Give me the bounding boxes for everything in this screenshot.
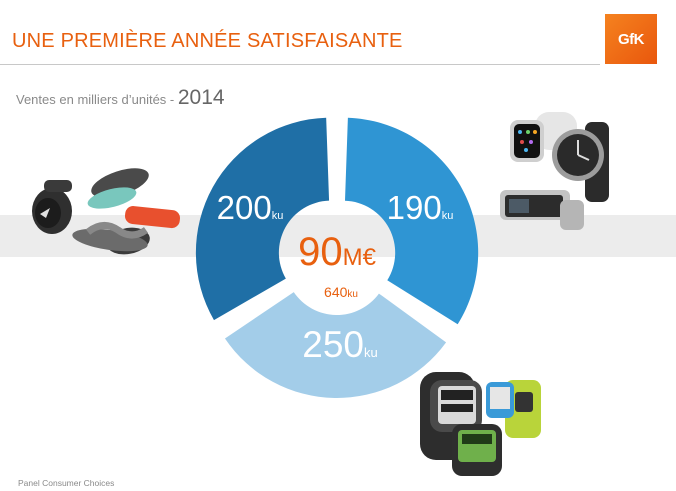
donut-slice-3 [224,292,447,398]
donut-slice-2 [344,117,479,325]
center-value: 90M€ [298,230,376,274]
center-total: 640ku [324,284,358,300]
sport-watches-icon [420,372,541,476]
smartwatches-icon [500,112,609,230]
slice-label-2: 190ku [387,189,454,226]
donut-segments [195,117,479,398]
donut-slice-1 [195,117,330,321]
subtitle-year: 2014 [177,86,225,109]
slice-label-3: 250ku [302,324,377,365]
title-divider [0,64,600,65]
fitness-trackers-icon [32,168,180,255]
page-title: UNE PREMIÈRE ANNÉE SATISFAISANTE [12,30,403,52]
chart-subtitle: Ventes en milliers d’unités - 2014 [16,86,225,110]
slice-label-1: 200ku [217,189,284,226]
subtitle-text: Ventes en milliers d’unités - [16,92,178,107]
source-note: Panel Consumer Choices [18,478,115,488]
gfk-logo: GfK [605,14,657,64]
